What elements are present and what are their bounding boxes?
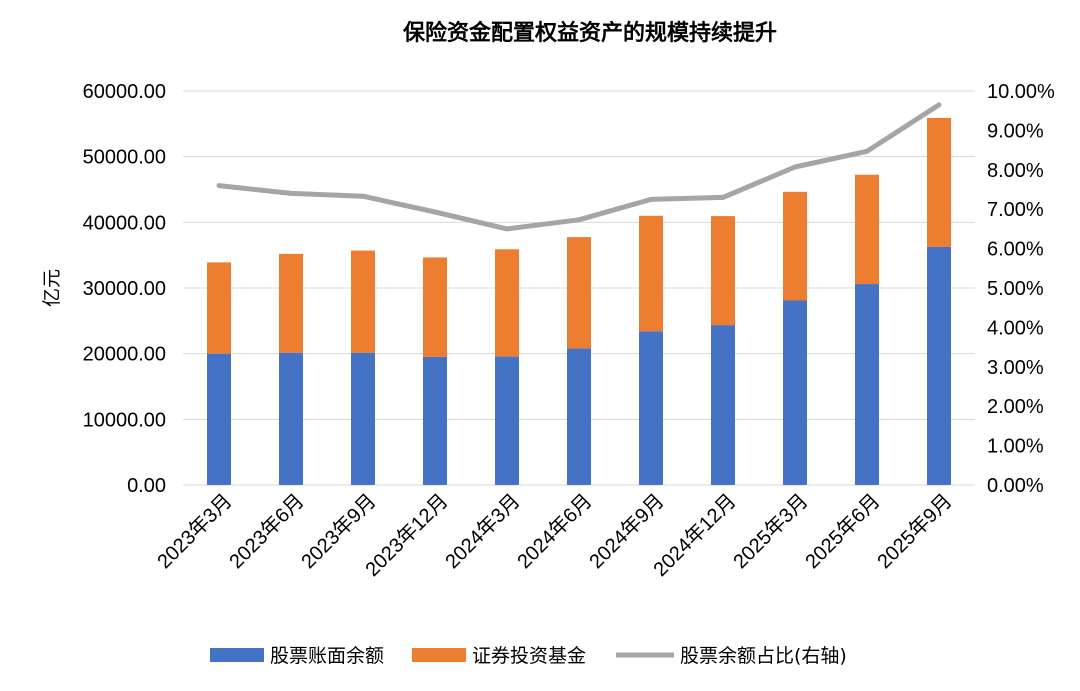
y-tick-label: 10000.00 <box>83 409 166 431</box>
bar-fund-investment <box>711 216 735 326</box>
bar-stock-balance <box>279 352 303 485</box>
y2-tick-label: 0.00% <box>987 475 1044 497</box>
legend-swatch-stock-balance <box>210 648 264 662</box>
bar-stock-balance <box>351 352 375 485</box>
left-axis-ticks: 0.00 10000.00 20000.00 30000.00 40000.00 5000… <box>83 81 166 497</box>
bar-fund-investment <box>567 237 591 349</box>
y2-tick-label: 5.00% <box>987 278 1044 300</box>
y2-tick-label: 3.00% <box>987 357 1044 379</box>
y2-tick-label: 10.00% <box>987 81 1055 103</box>
y-tick-label: 60000.00 <box>83 81 166 103</box>
bar-fund-investment <box>279 253 303 353</box>
y2-tick-label: 6.00% <box>987 239 1044 261</box>
y2-tick-label: 4.00% <box>987 317 1044 339</box>
x-tick-label: 2025年6月 <box>801 489 885 573</box>
y2-tick-label: 1.00% <box>987 436 1044 458</box>
y-tick-label: 0.00 <box>127 475 166 497</box>
y2-tick-label: 9.00% <box>987 120 1044 142</box>
legend-label-fund-investment: 证券投资基金 <box>472 645 586 667</box>
x-tick-label: 2024年3月 <box>441 489 525 573</box>
legend-label-ratio-line: 股票余额占比(右轴) <box>680 645 847 667</box>
x-axis-labels: 2023年3月2023年6月2023年9月2023年12月2024年3月2024… <box>153 489 957 581</box>
legend: 股票账面余额 证券投资基金 股票余额占比(右轴) <box>210 645 847 667</box>
x-tick-label: 2024年6月 <box>513 489 597 573</box>
legend-swatch-fund-investment <box>412 648 466 662</box>
bar-stock-balance <box>855 284 879 485</box>
y2-tick-label: 7.00% <box>987 199 1044 221</box>
bar-stock-balance <box>567 348 591 485</box>
bar-stock-balance <box>423 356 447 485</box>
bar-fund-investment <box>855 174 879 285</box>
y-tick-label: 30000.00 <box>83 278 166 300</box>
right-axis-ticks: 0.00% 1.00% 2.00% 3.00% 4.00% 5.00% 6.00% 7.00%… <box>987 81 1055 497</box>
y2-tick-label: 2.00% <box>987 396 1044 418</box>
x-tick-label: 2023年6月 <box>225 489 309 573</box>
bar-stock-balance <box>495 356 519 485</box>
bar-stock-balance <box>711 325 735 485</box>
y-axis-label: 亿元 <box>41 269 63 307</box>
legend-label-stock-balance: 股票账面余额 <box>270 645 384 667</box>
x-tick-label: 2025年3月 <box>729 489 813 573</box>
bar-fund-investment <box>351 250 375 353</box>
x-tick-label: 2025年9月 <box>873 489 957 573</box>
bars <box>207 117 951 485</box>
bar-fund-investment <box>639 215 663 332</box>
bar-fund-investment <box>783 191 807 301</box>
bar-fund-investment <box>495 249 519 357</box>
chart-title: 保险资金配置权益资产的规模持续提升 <box>402 20 777 46</box>
bar-stock-balance <box>783 300 807 485</box>
ratio-line-series <box>216 102 942 232</box>
y-tick-label: 40000.00 <box>83 212 166 234</box>
x-tick-label: 2023年3月 <box>153 489 237 573</box>
bar-stock-balance <box>927 246 951 485</box>
bar-fund-investment <box>207 262 231 354</box>
ratio-line <box>216 102 942 232</box>
y-tick-label: 50000.00 <box>83 147 166 169</box>
y-tick-label: 20000.00 <box>83 344 166 366</box>
y2-tick-label: 8.00% <box>987 160 1044 182</box>
bar-stock-balance <box>207 353 231 485</box>
bar-fund-investment <box>927 117 951 247</box>
bar-stock-balance <box>639 331 663 485</box>
bar-fund-investment <box>423 257 447 357</box>
